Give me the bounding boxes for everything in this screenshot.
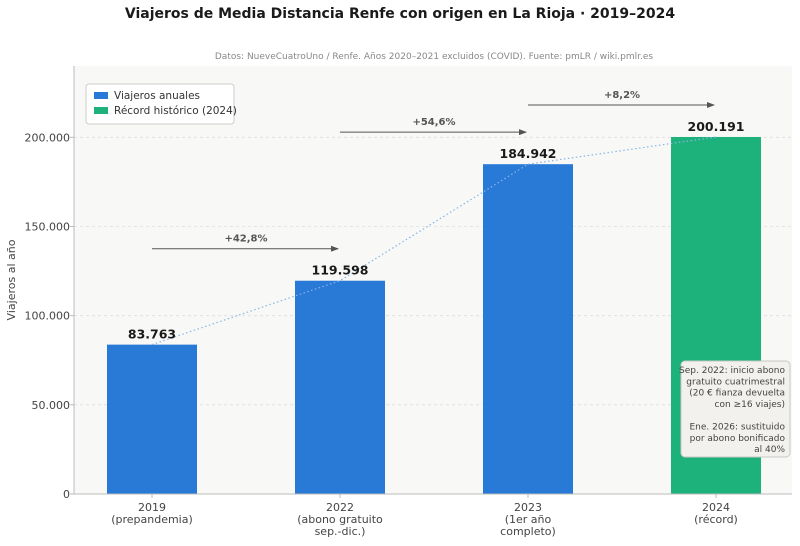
bar-value-label: 200.191	[688, 119, 745, 134]
legend-label: Viajeros anuales	[114, 90, 200, 102]
y-tick-label: 100.000	[25, 310, 71, 323]
trend-line	[151, 136, 717, 346]
y-tick-label: 50.000	[32, 399, 71, 412]
trend	[151, 136, 717, 346]
y-tick-label: 0	[63, 488, 70, 501]
chart-subtitle: Datos: NueveCuatroUno / Renfe. Años 2020…	[215, 52, 654, 62]
legend-swatch	[94, 107, 108, 114]
annotation-line: con ≥16 viajes)	[715, 400, 785, 410]
x-tick-label: 2023	[514, 501, 542, 514]
x-tick-label: (récord)	[694, 513, 738, 526]
x-tick-label: (abono gratuito	[297, 513, 383, 526]
bar-value-label: 119.598	[312, 263, 369, 278]
legend: Viajeros anuales Récord histórico (2024)	[85, 83, 237, 125]
annotation-line: Ene. 2026: sustituido	[689, 423, 785, 433]
x-tick-label: 2024	[702, 501, 730, 514]
annotation-line: al 40%	[754, 445, 785, 455]
legend-swatch	[94, 92, 108, 99]
bar	[483, 164, 573, 494]
y-axis-label: Viajeros al año	[5, 239, 18, 320]
legend-box	[85, 83, 235, 125]
x-tick-label: (prepandemia)	[111, 513, 193, 526]
growth-label: +8,2%	[604, 90, 640, 101]
annotation-line: (20 € fianza devuelta	[689, 389, 785, 399]
bar-value-label: 83.763	[128, 327, 176, 342]
y-tick-label: 150.000	[25, 221, 71, 234]
y-tick-label: 200.000	[25, 131, 71, 144]
x-tick-label: 2019	[138, 501, 166, 514]
x-tick-label: (1er año	[505, 513, 552, 526]
labels: 0 50.000 100.000 150.000 200.000 83.763 2019(p…	[25, 90, 745, 538]
chart-title: Viajeros de Media Distancia Renfe con or…	[125, 6, 676, 22]
bar	[107, 344, 197, 494]
growth-label: +42,8%	[224, 234, 267, 245]
annotation-line: por abono bonificado	[690, 434, 786, 444]
grid	[70, 136, 792, 498]
x-tick-label: completo)	[500, 525, 556, 538]
x-tick-label: 2022	[326, 501, 354, 514]
x-tick-label: sep.-dic.)	[315, 525, 366, 538]
bar	[295, 280, 385, 494]
annotation-line: Sep. 2022: inicio abono	[679, 366, 785, 376]
growth-label: +54,6%	[412, 117, 455, 128]
bar-value-label: 184.942	[500, 146, 557, 161]
annotation-box-bg	[680, 360, 791, 458]
annotation-line: gratuito cuatrimestral	[686, 377, 785, 387]
legend-label: Récord histórico (2024)	[114, 105, 237, 117]
